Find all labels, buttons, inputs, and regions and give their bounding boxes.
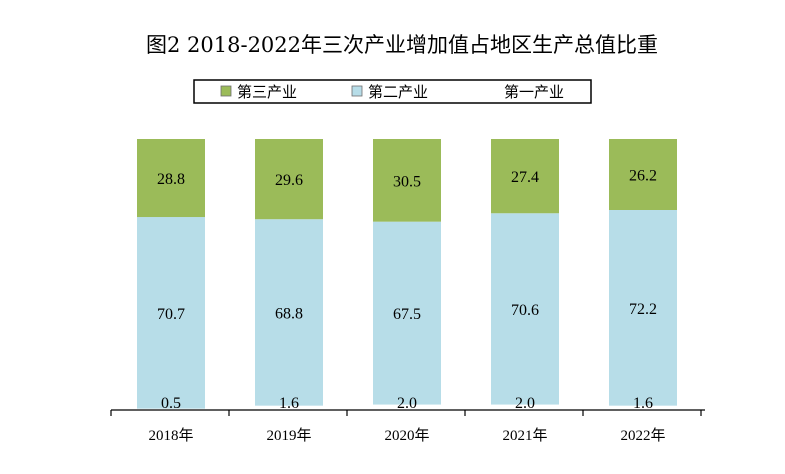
x-tick-label-2022: 2022年 — [620, 427, 665, 444]
value-label-tertiary-2018: 28.8 — [157, 171, 185, 188]
bar-secondary-2022 — [609, 210, 677, 406]
value-label-primary-2018: 0.5 — [161, 395, 181, 412]
value-label-tertiary-2019: 29.6 — [275, 172, 303, 189]
x-tick-label-2020: 2020年 — [384, 427, 429, 444]
x-tick-label-2019: 2019年 — [266, 427, 311, 444]
bar-primary-2022 — [609, 405, 677, 410]
bar-secondary-2020 — [373, 221, 441, 405]
bar-primary-2019 — [255, 405, 323, 410]
x-tick-label-2018: 2018年 — [148, 427, 193, 444]
value-label-tertiary-2021: 27.4 — [511, 169, 539, 186]
value-label-primary-2020: 2.0 — [397, 395, 417, 412]
x-tick-label-2021: 2021年 — [502, 427, 547, 444]
bar-secondary-2019 — [255, 219, 323, 406]
bars-layer — [137, 139, 677, 410]
value-label-secondary-2021: 70.6 — [511, 302, 539, 319]
bar-secondary-2021 — [491, 213, 559, 405]
x-axis: 2018年 2019年 2020年 2021年 2022年 — [110, 409, 705, 444]
bar-tertiary-2019 — [255, 139, 323, 220]
bar-primary-2020 — [373, 404, 441, 410]
bar-tertiary-2021 — [491, 139, 559, 214]
bar-primary-2021 — [491, 404, 559, 410]
value-label-tertiary-2020: 30.5 — [393, 173, 421, 190]
value-label-secondary-2018: 70.7 — [157, 306, 185, 323]
value-label-primary-2022: 1.6 — [633, 395, 653, 412]
bar-secondary-2018 — [137, 217, 205, 409]
value-label-tertiary-2022: 26.2 — [629, 168, 657, 185]
legend-label-tertiary: 第三产业 — [237, 83, 297, 101]
value-label-primary-2019: 1.6 — [279, 395, 299, 412]
legend-swatch-tertiary — [220, 85, 232, 97]
legend-box — [193, 79, 592, 104]
value-label-secondary-2022: 72.2 — [629, 301, 657, 318]
bar-tertiary-2022 — [609, 139, 677, 211]
bar-primary-2018 — [137, 408, 205, 410]
legend-swatch-primary — [488, 86, 498, 96]
legend-label-secondary: 第二产业 — [368, 83, 428, 101]
bar-tertiary-2020 — [373, 139, 441, 222]
legend-swatch-secondary — [351, 85, 363, 97]
legend: 第三产业 第二产业 第一产业 — [193, 79, 592, 104]
legend-label-primary: 第一产业 — [504, 83, 564, 101]
value-label-secondary-2020: 67.5 — [393, 306, 421, 323]
value-label-primary-2021: 2.0 — [515, 395, 535, 412]
value-label-secondary-2019: 68.8 — [275, 305, 303, 322]
chart-title: 图2 2018-2022年三次产业增加值占地区生产总值比重 — [146, 33, 658, 57]
bar-tertiary-2018 — [137, 139, 205, 218]
value-labels-layer: 0.5 70.7 28.8 1.6 68.8 29.6 2.0 67.5 30.5 2.0 70.6… — [157, 168, 657, 412]
